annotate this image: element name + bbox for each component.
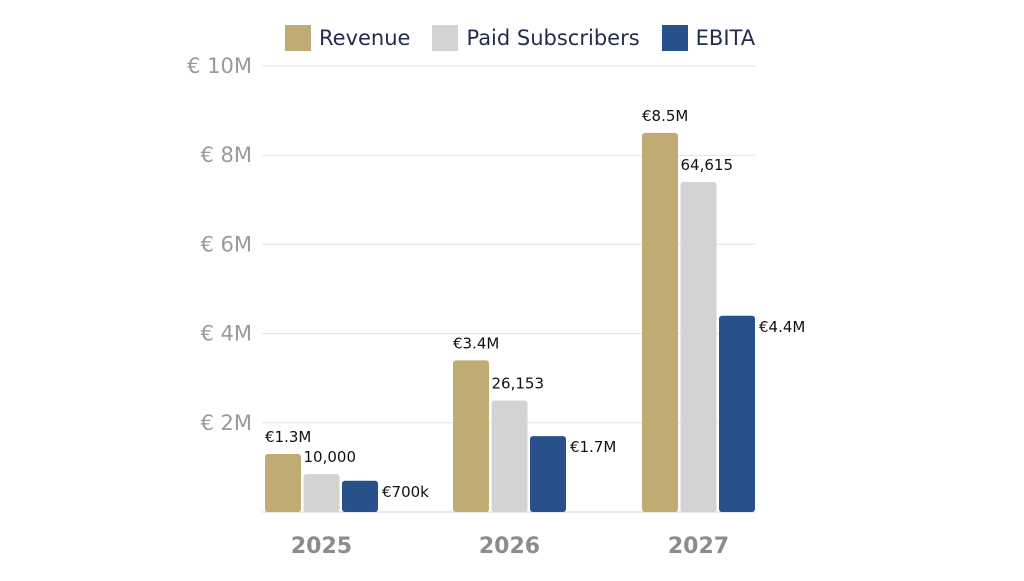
legend-swatch: [661, 25, 688, 51]
x-tick-label: 2026: [479, 534, 540, 559]
y-tick-label: € 6M: [200, 232, 252, 256]
legend-item: Revenue: [285, 25, 410, 51]
data-label: €1.3M: [265, 428, 311, 446]
bar-revenue: [265, 454, 301, 512]
x-tick-label: 2025: [291, 534, 352, 559]
data-label: €8.5M: [642, 107, 688, 125]
y-tick-label: € 2M: [200, 411, 252, 435]
legend-item: Paid Subscribers: [432, 25, 640, 51]
data-label: 10,000: [304, 448, 357, 466]
x-tick-label: 2027: [668, 534, 729, 559]
legend-label: EBITA: [695, 26, 756, 50]
bar-revenue: [642, 132, 678, 512]
data-label: 26,153: [492, 375, 545, 393]
bar-paid-subscribers: [303, 474, 340, 512]
y-tick-label: € 10M: [187, 54, 252, 78]
data-label: €3.4M: [453, 334, 499, 352]
data-label: €700k: [382, 483, 429, 501]
legend-swatch: [432, 25, 459, 51]
bar-ebita: [719, 315, 755, 512]
data-label: €1.7M: [570, 438, 616, 456]
legend-swatch: [285, 25, 311, 51]
chart-legend: Revenue Paid Subscribers EBITA: [285, 25, 777, 51]
bar-paid-subscribers: [680, 181, 717, 512]
bar-ebita: [530, 436, 566, 512]
y-tick-label: € 8M: [200, 143, 252, 167]
data-label: €4.4M: [759, 318, 805, 336]
bar-ebita: [342, 480, 378, 512]
bar-paid-subscribers: [491, 400, 528, 512]
bar-revenue: [453, 360, 489, 512]
data-label: 64,615: [681, 156, 734, 174]
legend-item: EBITA: [661, 25, 756, 51]
legend-label: Revenue: [319, 26, 411, 50]
y-tick-label: € 4M: [200, 322, 252, 346]
legend-label: Paid Subscribers: [466, 26, 640, 50]
